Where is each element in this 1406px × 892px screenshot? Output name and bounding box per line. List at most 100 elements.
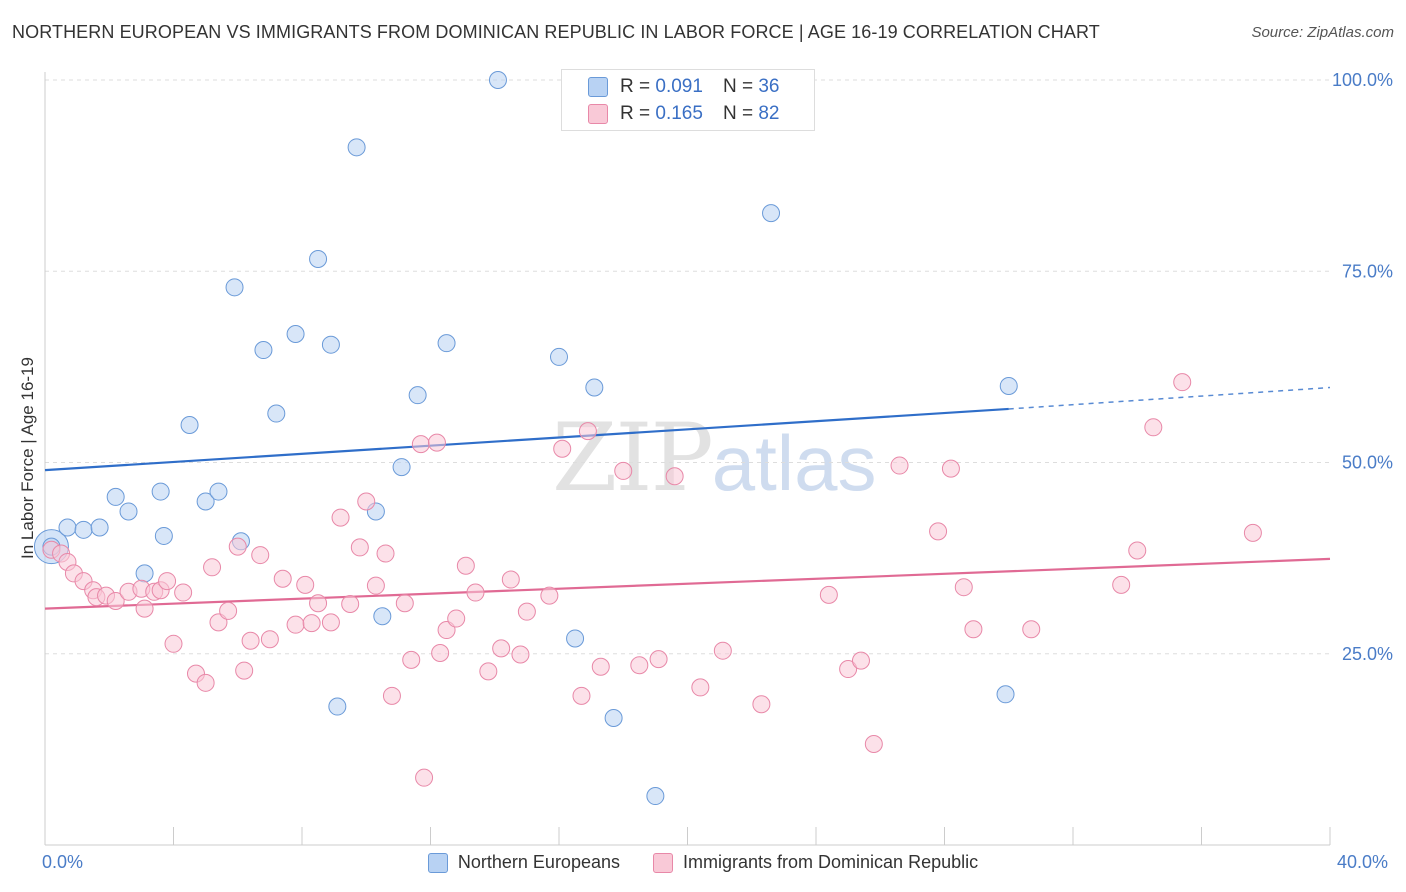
data-point-dominican <box>649 650 668 669</box>
data-point-northern-europeans <box>646 787 665 806</box>
data-point-northern-europeans <box>550 347 568 366</box>
trend-lines <box>44 386 1331 610</box>
data-point-dominican <box>511 645 530 664</box>
data-point-dominican <box>466 583 485 602</box>
data-point-northern-europeans <box>209 482 228 501</box>
data-point-northern-europeans <box>604 709 623 728</box>
stats-r-value: 0.165 <box>655 103 703 124</box>
data-point-northern-europeans <box>437 334 456 353</box>
data-point-northern-europeans <box>74 520 93 539</box>
data-point-dominican <box>540 586 559 605</box>
stats-row-dominican: R = 0.165 N = 82 <box>588 101 779 127</box>
trend-line-northern-europeans <box>44 407 1009 472</box>
data-point-dominican <box>954 578 973 597</box>
data-point-dominican <box>864 735 883 754</box>
data-point-dominican <box>431 643 450 662</box>
data-point-dominican <box>890 456 909 475</box>
legend-label: Northern Europeans <box>457 852 620 872</box>
y-tick-label: 50.0% <box>1342 453 1393 473</box>
data-point-dominican <box>341 595 360 614</box>
data-point-dominican <box>614 461 633 480</box>
data-point-northern-europeans <box>106 487 125 506</box>
data-point-northern-europeans <box>762 204 781 223</box>
data-point-dominican <box>665 467 684 486</box>
data-point-dominican <box>553 439 572 458</box>
stats-box: R = 0.091 N = 36 R = 0.165 N = 82 <box>561 69 815 131</box>
data-point-dominican <box>578 422 597 441</box>
data-point-dominican <box>158 572 177 591</box>
data-point-dominican <box>350 538 369 557</box>
stats-n-value: 82 <box>758 103 780 124</box>
data-point-dominican <box>251 546 270 565</box>
data-point-dominican <box>196 673 215 692</box>
data-point-northern-europeans <box>90 518 109 537</box>
data-point-dominican <box>235 661 254 680</box>
data-point-dominican <box>302 614 321 633</box>
data-point-dominican <box>376 544 395 563</box>
data-point-dominican <box>395 594 414 613</box>
trend-line-dominican <box>44 557 1331 610</box>
watermark-atlas: atlas <box>711 419 877 507</box>
data-point-dominican <box>851 651 870 670</box>
data-point-dominican <box>174 583 193 602</box>
watermark-zip: ZIP <box>552 404 714 513</box>
data-point-dominican <box>501 570 520 589</box>
y-axis-label: In Labor Force | Age 16-19 <box>18 357 37 559</box>
data-point-dominican <box>273 569 292 588</box>
data-point-dominican <box>752 695 771 714</box>
data-point-dominican <box>427 433 446 452</box>
data-point-dominican <box>456 556 475 575</box>
data-point-dominican <box>591 657 610 676</box>
data-point-northern-europeans <box>58 518 77 537</box>
data-point-dominican <box>219 601 238 620</box>
y-tick-label: 100.0% <box>1332 70 1393 90</box>
data-point-northern-europeans <box>151 482 170 501</box>
y-tick-label: 25.0% <box>1342 644 1393 664</box>
data-point-northern-europeans <box>225 278 244 297</box>
stats-n-label: N = <box>722 76 754 97</box>
data-point-dominican <box>630 656 649 675</box>
legend-item-northern-europeans[interactable]: Northern Europeans <box>427 852 620 873</box>
legend: Northern Europeans Immigrants from Domin… <box>0 852 1406 878</box>
data-point-northern-europeans <box>566 629 585 648</box>
data-point-dominican <box>713 641 732 660</box>
data-point-northern-europeans <box>321 335 340 354</box>
data-point-dominican <box>402 650 421 669</box>
stats-r-value: 0.091 <box>655 76 703 97</box>
stats-r-label: R = <box>620 76 651 97</box>
x-tick-label-min: 0.0% <box>42 852 84 872</box>
data-point-dominican <box>357 492 376 511</box>
data-point-dominican <box>479 662 498 681</box>
data-point-dominican <box>1112 575 1131 594</box>
data-point-northern-europeans <box>180 416 199 435</box>
data-point-northern-europeans <box>286 324 305 343</box>
legend-swatch-dominican <box>653 852 674 873</box>
data-point-dominican <box>164 634 183 653</box>
legend-item-dominican[interactable]: Immigrants from Dominican Republic <box>653 852 978 873</box>
stats-swatch-northern-europeans <box>588 77 608 97</box>
data-point-dominican <box>309 594 328 613</box>
data-point-dominican <box>296 575 315 594</box>
data-point-dominican <box>209 613 228 632</box>
data-point-dominican <box>1144 418 1163 437</box>
legend-swatch-northern-europeans <box>427 852 448 873</box>
data-point-dominican <box>941 459 960 478</box>
data-point-dominican <box>331 508 350 527</box>
source-credit: Source: ZipAtlas.com <box>1251 24 1394 41</box>
data-points <box>33 71 1262 806</box>
data-point-northern-europeans <box>328 697 347 716</box>
data-point-northern-europeans <box>254 341 273 360</box>
data-point-northern-europeans <box>392 458 411 477</box>
data-point-dominican <box>260 630 279 649</box>
data-point-dominican <box>411 435 430 454</box>
data-point-northern-europeans <box>154 526 173 545</box>
stats-swatch-dominican <box>588 104 608 124</box>
data-point-dominican <box>572 686 591 705</box>
data-point-dominican <box>106 591 125 610</box>
data-point-northern-europeans <box>408 386 427 405</box>
data-point-northern-europeans <box>347 138 366 157</box>
data-point-dominican <box>1128 541 1147 560</box>
stats-n-value: 36 <box>758 76 780 97</box>
data-point-dominican <box>228 537 247 556</box>
